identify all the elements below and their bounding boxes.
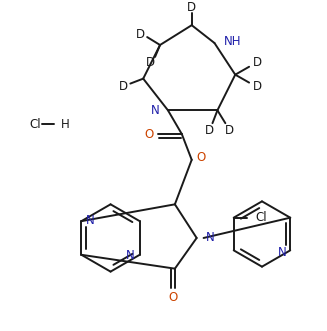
Text: N: N	[86, 213, 95, 227]
Text: O: O	[196, 151, 205, 164]
Text: D: D	[136, 27, 145, 41]
Text: NH: NH	[224, 34, 242, 48]
Text: D: D	[225, 123, 234, 137]
Text: D: D	[187, 1, 196, 14]
Text: D: D	[252, 56, 262, 69]
Text: N: N	[126, 249, 135, 262]
Text: N: N	[206, 231, 214, 245]
Text: N: N	[151, 104, 160, 117]
Text: Cl: Cl	[29, 118, 41, 131]
Text: D: D	[252, 80, 262, 93]
Text: D: D	[205, 123, 214, 137]
Text: D: D	[119, 80, 128, 93]
Text: O: O	[145, 127, 154, 141]
Text: D: D	[146, 56, 155, 69]
Text: O: O	[168, 291, 178, 304]
Text: Cl: Cl	[255, 211, 267, 224]
Text: N: N	[278, 246, 286, 259]
Text: H: H	[61, 118, 70, 131]
